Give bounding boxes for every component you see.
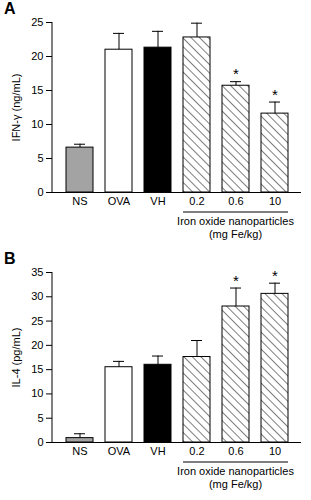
svg-text:VH: VH (150, 445, 165, 457)
svg-text:0: 0 (37, 186, 43, 198)
svg-text:15: 15 (31, 363, 43, 375)
svg-text:25: 25 (31, 315, 43, 327)
svg-text:*: * (272, 267, 278, 284)
html-text:A: A (4, 0, 16, 17)
svg-text:*: * (272, 86, 278, 103)
svg-text:IL-4 (pg/mL): IL-4 (pg/mL) (10, 328, 22, 388)
svg-text:20: 20 (31, 339, 43, 351)
svg-text:5: 5 (37, 152, 43, 164)
svg-text:0.6: 0.6 (228, 195, 243, 207)
svg-text:0.2: 0.2 (189, 195, 204, 207)
svg-text:VH: VH (150, 195, 165, 207)
svg-text:10: 10 (269, 195, 281, 207)
svg-text:IFN-γ (ng/mL): IFN-γ (ng/mL) (10, 74, 22, 142)
svg-text:10: 10 (31, 387, 43, 399)
svg-text:25: 25 (31, 16, 43, 28)
svg-text:0.6: 0.6 (228, 445, 243, 457)
html-text:B: B (4, 250, 16, 267)
svg-text:0: 0 (37, 436, 43, 448)
svg-text:20: 20 (31, 50, 43, 62)
svg-text:0.2: 0.2 (189, 445, 204, 457)
svg-text:NS: NS (72, 445, 87, 457)
svg-text:10: 10 (269, 445, 281, 457)
svg-text:30: 30 (31, 290, 43, 302)
svg-text:Iron oxide nanoparticles(mg Fe: Iron oxide nanoparticles(mg Fe/kg) (177, 215, 294, 240)
svg-text:*: * (233, 272, 239, 289)
svg-text:OVA: OVA (108, 445, 131, 457)
svg-text:15: 15 (31, 84, 43, 96)
svg-text:NS: NS (72, 195, 87, 207)
svg-text:5: 5 (37, 412, 43, 424)
svg-text:35: 35 (31, 266, 43, 278)
svg-text:*: * (233, 65, 239, 82)
svg-text:OVA: OVA (108, 195, 131, 207)
svg-text:10: 10 (31, 118, 43, 130)
svg-text:Iron oxide nanoparticles(mg Fe: Iron oxide nanoparticles(mg Fe/kg) (177, 465, 294, 490)
